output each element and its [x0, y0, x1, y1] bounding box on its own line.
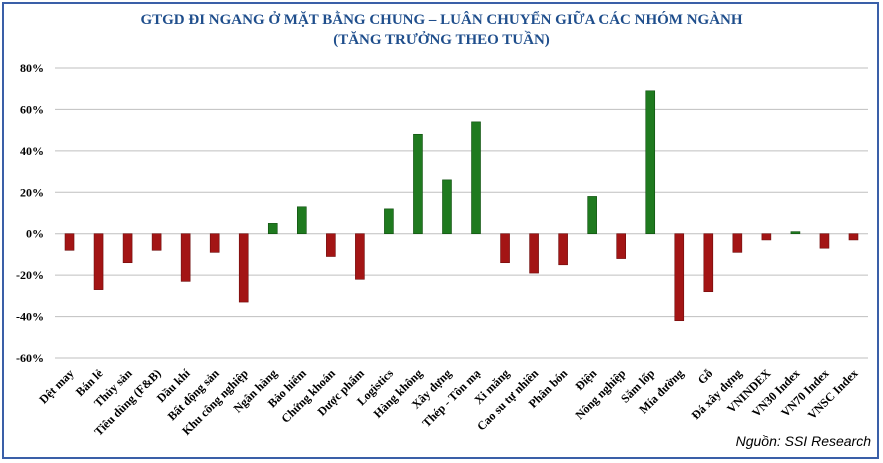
- y-tick-label: 60%: [20, 102, 44, 116]
- bar: [267, 223, 278, 235]
- bar: [645, 90, 656, 235]
- bar: [384, 208, 394, 235]
- chart-subtitle: (TĂNG TRƯỞNG THEO TUẦN): [333, 32, 550, 48]
- x-tick-label: Dệt may: [36, 366, 76, 406]
- y-tick-label: 0%: [26, 227, 44, 241]
- gridlines: [55, 67, 868, 359]
- bar: [500, 233, 510, 264]
- bar: [529, 233, 539, 274]
- bar: [558, 233, 568, 266]
- bar: [703, 233, 714, 293]
- y-tick-label: 40%: [20, 144, 44, 158]
- bar: [848, 233, 859, 241]
- bar: [209, 233, 220, 253]
- bar: [819, 233, 830, 249]
- bar: [238, 233, 249, 303]
- bar: [122, 233, 133, 264]
- y-tick-label: 20%: [20, 185, 44, 199]
- bar: [587, 196, 597, 235]
- bar: [355, 233, 365, 280]
- bar: [93, 233, 104, 290]
- bar: [761, 233, 772, 241]
- bar: [297, 206, 307, 235]
- bar: [790, 231, 801, 235]
- y-axis-ticks: 80% 60% 40% 20% 0% -20% -40% -60%: [16, 61, 44, 365]
- bar: [674, 233, 685, 322]
- bars: [64, 90, 859, 322]
- y-tick-label: -20%: [16, 268, 44, 282]
- bar: [151, 233, 162, 251]
- bar: [180, 233, 191, 282]
- bar: [471, 121, 481, 235]
- x-tick-label: Gỗ: [695, 366, 716, 387]
- bar: [732, 233, 743, 253]
- bar: [326, 233, 336, 257]
- bar: [64, 233, 75, 251]
- y-tick-label: -60%: [16, 351, 44, 365]
- chart-title: GTGD ĐI NGANG Ở MẶT BẰNG CHUNG – LUÂN CH…: [140, 12, 743, 28]
- y-tick-label: -40%: [16, 310, 44, 324]
- bar: [413, 133, 423, 235]
- bar: [616, 233, 626, 259]
- source-note: Nguồn: SSI Research: [735, 433, 871, 449]
- y-tick-label: 80%: [20, 61, 44, 75]
- bar: [442, 179, 452, 235]
